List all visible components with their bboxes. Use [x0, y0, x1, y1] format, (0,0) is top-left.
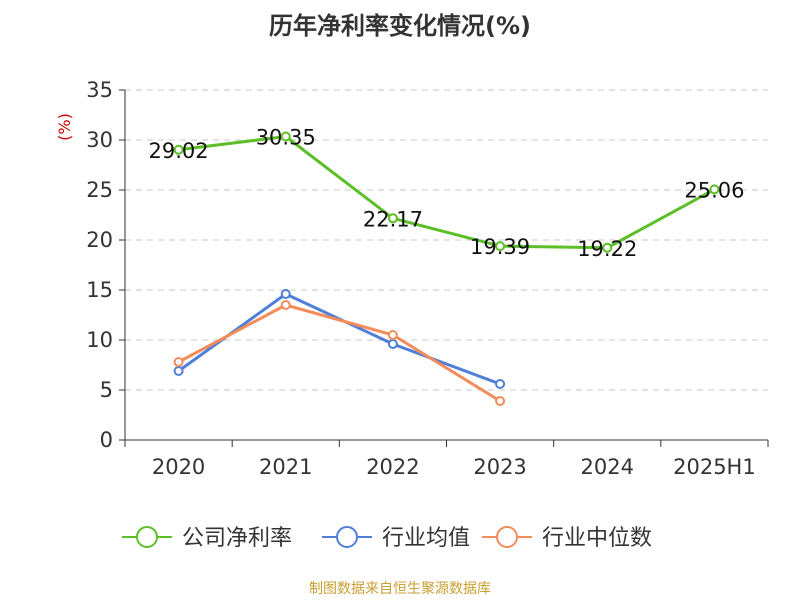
chart-title: 历年净利率变化情况(%): [269, 12, 531, 40]
data-point: [709, 184, 720, 195]
data-label: 19.22: [577, 237, 637, 261]
x-tick-label: 2025H1: [673, 455, 756, 479]
data-point: [280, 289, 291, 299]
series-line: [177, 303, 501, 403]
data-point: [173, 366, 184, 376]
data-label: 19.39: [470, 235, 530, 259]
data-point: [387, 330, 398, 340]
x-tick-label: 2021: [259, 455, 312, 479]
series-lines: [173, 131, 720, 406]
legend-marker: [496, 526, 518, 548]
source-footnote: 制图数据来自恒生聚源数据库: [309, 581, 491, 597]
data-point: [495, 379, 506, 389]
y-tick-label: 25: [86, 178, 113, 202]
data-point: [173, 357, 184, 367]
legend-label: 行业均值: [382, 526, 470, 551]
data-point: [173, 144, 184, 155]
data-point: [495, 396, 506, 406]
series-line: [178, 135, 716, 250]
data-point: [280, 131, 291, 142]
y-tick-label: 5: [100, 378, 113, 402]
data-point: [602, 242, 613, 253]
y-tick-label: 35: [86, 78, 113, 102]
y-tick-label: 0: [100, 428, 113, 452]
data-point: [387, 339, 398, 349]
axes: 0 5 10 15 20 25 30 35 2020 2021 2022 2023 2024 2025H1: [86, 78, 769, 479]
data-point: [387, 213, 398, 224]
y-tick-label: 20: [86, 228, 113, 252]
x-tick-label: 2023: [473, 455, 526, 479]
data-label: 22.17: [363, 207, 423, 231]
legend-label: 公司净利率: [182, 526, 292, 551]
legend-marker: [336, 526, 358, 548]
y-tick-label: 15: [86, 278, 113, 302]
y-tick-label: 10: [86, 328, 113, 352]
data-labels: 29.02 30.35 22.17 19.39 19.22 25.06: [149, 126, 745, 261]
grid-lines: [125, 89, 768, 391]
x-tick-label: 2022: [366, 455, 419, 479]
legend: 公司净利率 行业均值 行业中位数: [122, 526, 652, 551]
legend-label: 行业中位数: [542, 526, 652, 551]
data-point: [280, 300, 291, 310]
y-tick-label: 30: [86, 128, 113, 152]
data-label: 25.06: [684, 178, 744, 202]
x-tick-label: 2020: [152, 455, 205, 479]
data-label: 29.02: [149, 139, 209, 163]
data-point: [495, 241, 506, 252]
legend-marker: [136, 526, 158, 548]
data-label: 30.35: [256, 126, 316, 150]
x-tick-label: 2024: [581, 455, 634, 479]
y-unit-label: (%): [55, 113, 74, 141]
